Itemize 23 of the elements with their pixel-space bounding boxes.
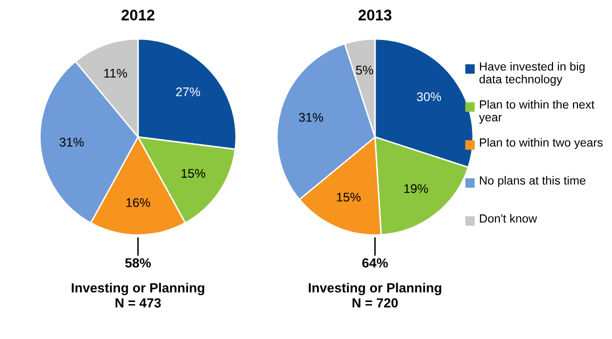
data-label: 30% — [416, 92, 441, 102]
text: Investing or Planning — [72, 282, 204, 296]
data-label: 16% — [126, 198, 150, 208]
data-label: 15% — [336, 192, 361, 202]
chart-title: 2012 — [122, 10, 154, 20]
data-label: 15% — [182, 169, 206, 178]
legend-label: Plan to within two years — [480, 138, 603, 150]
legend-label: Have invested in big data technology — [479, 62, 585, 86]
text: 58% — [125, 258, 151, 268]
legend-label: Plan to within the next year — [479, 100, 594, 124]
data-label: 31% — [60, 138, 84, 147]
text: 64% — [362, 258, 388, 268]
chart-title: 2013 — [358, 10, 392, 21]
legend-label: Don't know — [480, 214, 538, 223]
data-label: 31% — [298, 112, 324, 122]
text: N = 720 — [352, 298, 398, 308]
data-label: 11% — [104, 68, 128, 78]
data-label: 5% — [356, 66, 374, 75]
data-label: 19% — [404, 184, 428, 194]
text: Investing or Planning — [308, 282, 442, 296]
text: N = 473 — [116, 298, 161, 308]
data-label: 27% — [176, 87, 200, 96]
legend-label: No plans at this time — [480, 176, 586, 188]
